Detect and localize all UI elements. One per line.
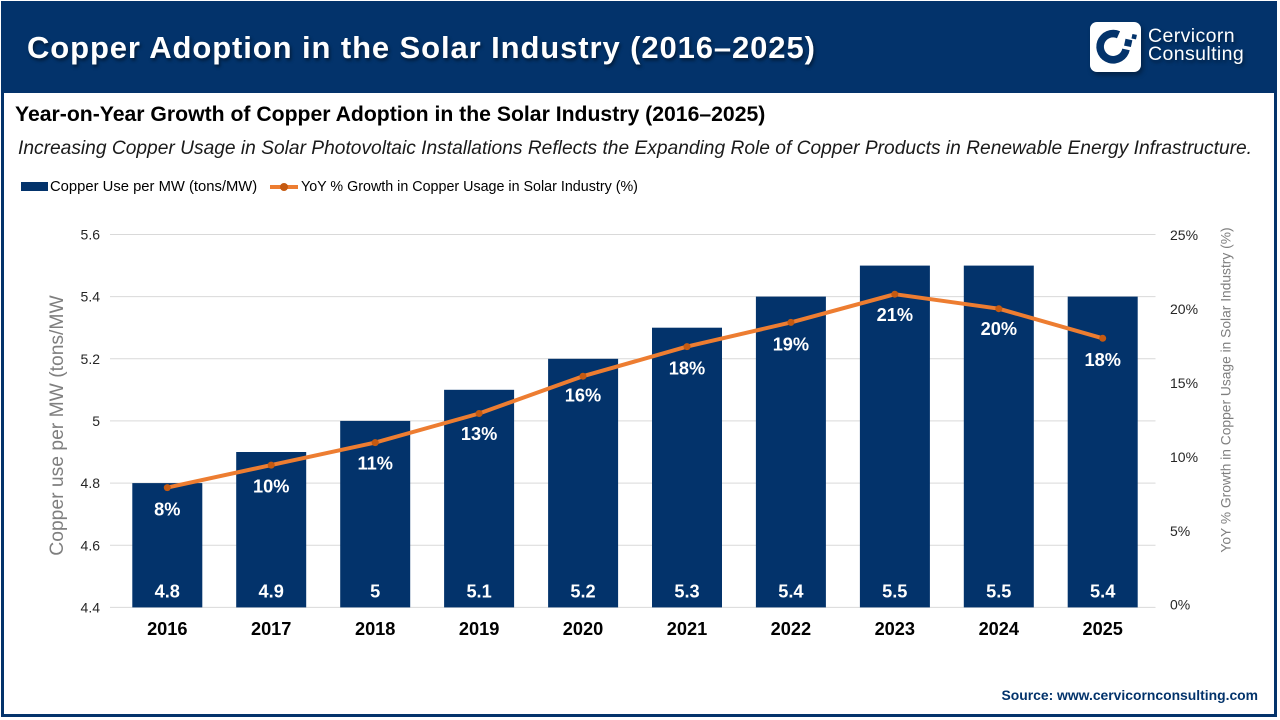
svg-text:2021: 2021 — [667, 619, 707, 639]
svg-text:5%: 5% — [1170, 523, 1190, 539]
svg-text:19%: 19% — [773, 334, 809, 354]
svg-text:5: 5 — [370, 581, 380, 601]
svg-text:2016: 2016 — [147, 619, 187, 639]
svg-text:25%: 25% — [1170, 227, 1198, 243]
svg-text:2023: 2023 — [875, 619, 915, 639]
svg-text:20%: 20% — [1170, 301, 1198, 317]
svg-text:18%: 18% — [669, 358, 705, 378]
svg-text:2019: 2019 — [459, 619, 499, 639]
svg-text:21%: 21% — [877, 305, 913, 325]
svg-text:5.6: 5.6 — [81, 227, 101, 243]
svg-text:5.2: 5.2 — [570, 581, 595, 601]
svg-text:4.8: 4.8 — [155, 581, 180, 601]
svg-text:10%: 10% — [253, 477, 289, 497]
svg-text:5.2: 5.2 — [81, 351, 101, 367]
svg-text:5: 5 — [92, 413, 100, 429]
svg-text:Copper use per MW (tons/MW: Copper use per MW (tons/MW — [47, 295, 68, 556]
svg-text:16%: 16% — [565, 385, 601, 405]
svg-text:5.5: 5.5 — [882, 581, 907, 601]
svg-text:5.3: 5.3 — [674, 581, 699, 601]
svg-text:5.4: 5.4 — [778, 581, 804, 601]
svg-text:4.4: 4.4 — [81, 600, 101, 616]
svg-text:YoY % Growth in Copper Usage i: YoY % Growth in Copper Usage in Solar In… — [1219, 227, 1234, 552]
svg-text:20%: 20% — [981, 319, 1017, 339]
svg-text:4.6: 4.6 — [81, 537, 101, 553]
svg-text:5.5: 5.5 — [986, 581, 1011, 601]
svg-text:8%: 8% — [154, 499, 180, 519]
svg-text:4.8: 4.8 — [81, 475, 101, 491]
svg-text:2022: 2022 — [771, 619, 811, 639]
svg-text:11%: 11% — [357, 454, 392, 474]
svg-text:15%: 15% — [1170, 375, 1198, 391]
svg-text:2020: 2020 — [563, 619, 603, 639]
svg-text:5.4: 5.4 — [1090, 581, 1116, 601]
svg-text:0%: 0% — [1170, 597, 1190, 613]
svg-text:2025: 2025 — [1082, 619, 1122, 639]
svg-text:4.9: 4.9 — [259, 581, 284, 601]
svg-text:10%: 10% — [1170, 449, 1198, 465]
svg-text:18%: 18% — [1084, 350, 1120, 370]
svg-text:5.1: 5.1 — [466, 581, 491, 601]
svg-text:13%: 13% — [461, 424, 497, 444]
svg-text:2017: 2017 — [251, 619, 291, 639]
svg-text:2018: 2018 — [355, 619, 395, 639]
svg-text:2024: 2024 — [979, 619, 1020, 639]
svg-text:5.4: 5.4 — [81, 289, 101, 305]
